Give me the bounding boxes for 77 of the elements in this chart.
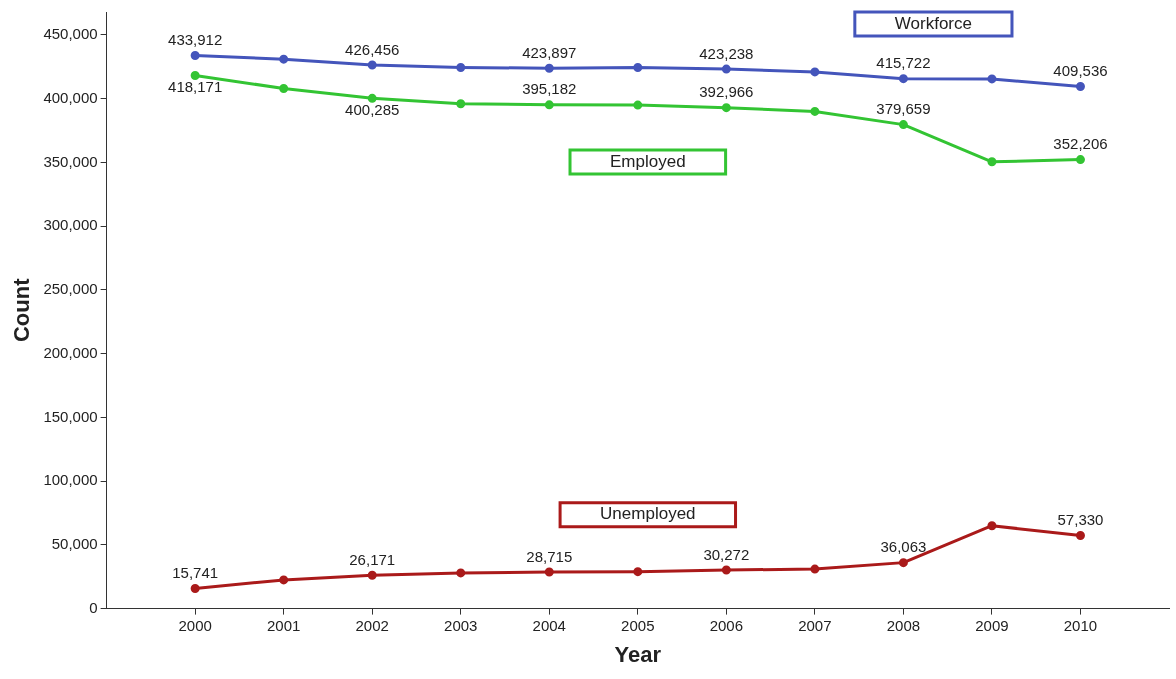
text: Employed (610, 151, 686, 171)
point (1075, 155, 1085, 165)
point (987, 157, 997, 167)
point (721, 64, 731, 74)
point (810, 564, 820, 574)
point (367, 570, 377, 580)
point (721, 103, 731, 113)
y-tick-label: 150,000 (43, 407, 98, 425)
point (633, 100, 643, 110)
y-axis-title: Count (9, 277, 35, 343)
point (810, 67, 820, 77)
point (367, 60, 377, 70)
point (721, 565, 731, 575)
y-tick-label: 100,000 (43, 471, 98, 489)
data-label: 423,238 (699, 44, 754, 62)
data-label: 28,715 (526, 547, 573, 565)
x-tick-label: 2003 (444, 616, 478, 634)
point (987, 74, 997, 84)
y-tick-label: 450,000 (43, 25, 98, 43)
data-label: 418,171 (168, 78, 223, 96)
point (279, 54, 289, 64)
data-label: 30,272 (703, 545, 750, 563)
data-label: 409,536 (1053, 62, 1108, 80)
x-tick-label: 2004 (532, 616, 566, 634)
x-tick-label: 2005 (621, 616, 655, 634)
data-label: 379,659 (876, 100, 931, 118)
point (898, 74, 908, 84)
data-label: 15,741 (172, 564, 219, 582)
point (279, 575, 289, 585)
data-label: 423,897 (522, 43, 577, 61)
y-tick-label: 350,000 (43, 152, 98, 170)
data-label: 433,912 (168, 31, 223, 49)
data-label: 415,722 (876, 54, 931, 72)
y-tick-label: 50,000 (51, 535, 98, 552)
point (987, 521, 997, 531)
data-label: 36,063 (880, 538, 927, 556)
point (1075, 82, 1085, 92)
data-label: 426,456 (345, 40, 400, 58)
point (810, 106, 820, 116)
data-label: 400,285 (345, 100, 400, 118)
x-tick-label: 2009 (975, 616, 1009, 634)
point (633, 62, 643, 72)
y-tick-label: 400,000 (43, 88, 98, 106)
point (544, 100, 554, 110)
x-tick-label: 2002 (355, 616, 389, 634)
point (190, 71, 200, 81)
y-tick-label: 250,000 (43, 280, 98, 298)
point (544, 567, 554, 577)
point (898, 120, 908, 130)
point (190, 50, 200, 60)
point (633, 567, 643, 577)
x-tick-label: 2010 (1063, 616, 1098, 634)
x-tick-label: 2006 (709, 616, 744, 634)
text: Workforce (894, 13, 972, 33)
data-label: 26,171 (349, 550, 396, 568)
point (279, 83, 289, 93)
point (456, 568, 466, 578)
data-label: 352,206 (1053, 135, 1108, 153)
point (898, 558, 908, 568)
point (456, 99, 466, 109)
point (544, 63, 554, 73)
point (367, 93, 377, 103)
y-tick-label: 300,000 (43, 216, 98, 234)
text: Unemployed (600, 504, 696, 524)
x-tick-label: 2001 (267, 616, 301, 634)
x-axis-title: Year (614, 641, 662, 667)
point (456, 62, 466, 72)
x-tick-label: 2008 (886, 616, 921, 634)
y-tick-label: 0 (89, 598, 98, 616)
data-label: 395,182 (522, 80, 577, 98)
data-label: 392,966 (699, 83, 754, 101)
data-label: 57,330 (1057, 511, 1104, 529)
x-tick-label: 2000 (178, 616, 212, 634)
x-tick-label: 2007 (798, 616, 832, 634)
y-tick-label: 200,000 (43, 343, 98, 361)
point (1075, 531, 1085, 541)
point (190, 584, 200, 594)
